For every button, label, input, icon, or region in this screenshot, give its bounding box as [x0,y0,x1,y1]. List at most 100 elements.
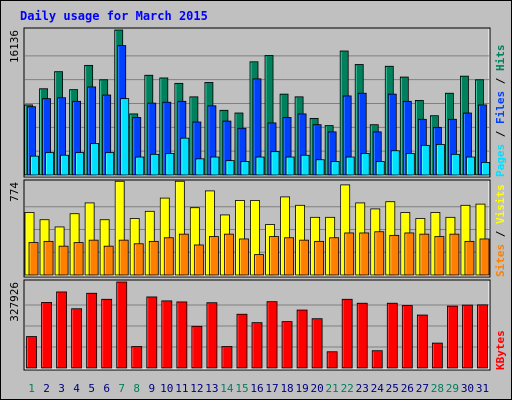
bar-pages-day-1 [30,155,39,176]
bar-kbytes-day-1 [26,336,37,369]
bar-sites-day-14 [224,233,234,276]
day-label-4: 4 [73,382,80,395]
day-label-18: 18 [280,382,293,395]
legend-separator: / [494,124,507,144]
bar-sites-day-10 [163,237,174,276]
bar-kbytes-day-2 [41,302,52,369]
bar-pages-day-2 [45,152,54,176]
bar-sites-day-28 [434,236,445,276]
legend-separator: / [494,71,507,91]
bar-pages-day-16 [255,156,265,176]
y-max-label: 774 [8,182,21,202]
bar-kbytes-day-5 [86,292,98,369]
legend-entry-pages: Pages [494,144,507,177]
bar-pages-day-19 [300,154,310,176]
day-label-17: 17 [265,382,278,395]
bar-kbytes-day-26 [401,305,413,369]
bar-kbytes-day-12 [191,325,203,369]
bar-sites-day-5 [88,239,99,276]
bar-kbytes-day-16 [251,322,263,369]
bar-kbytes-day-10 [161,300,173,369]
bar-pages-day-14 [225,160,235,176]
bar-kbytes-day-19 [296,309,308,369]
day-label-21: 21 [326,382,339,395]
bar-kbytes-day-11 [176,301,188,369]
y-max-label: 16136 [8,30,21,63]
day-label-1: 1 [28,382,35,395]
legend: KBytes [494,330,507,370]
day-label-7: 7 [118,382,125,395]
bar-kbytes-day-29 [447,305,458,369]
bar-pages-day-26 [405,153,415,176]
bar-pages-day-20 [315,159,325,176]
day-label-9: 9 [148,382,155,395]
bar-pages-day-23 [360,153,370,176]
bar-pages-day-27 [420,144,430,176]
bar-sites-day-29 [449,233,460,276]
day-label-23: 23 [356,382,369,395]
bar-kbytes-day-7 [116,281,128,369]
legend-entry-files: Files [494,91,507,124]
bar-pages-day-21 [330,161,340,176]
bar-sites-day-11 [178,233,189,276]
panel-hits-files-pages: 16136 Pages / Files / Hits [8,27,507,178]
bar-sites-day-22 [344,232,355,276]
day-label-3: 3 [58,382,65,395]
day-label-13: 13 [205,382,218,395]
day-label-10: 10 [160,382,173,395]
day-label-26: 26 [401,382,414,395]
day-label-15: 15 [235,382,248,395]
bar-pages-day-11 [180,137,190,176]
day-label-30: 30 [461,382,474,395]
bar-kbytes-day-21 [326,351,338,369]
bar-sites-day-9 [148,240,159,276]
bar-pages-day-18 [285,156,295,176]
bar-sites-day-23 [359,232,370,276]
day-label-22: 22 [341,382,354,395]
chart-title: Daily usage for March 2015 [20,9,208,23]
bar-pages-day-9 [150,153,160,176]
bar-kbytes-day-24 [371,350,383,369]
bar-sites-day-15 [239,238,249,276]
bar-sites-day-6 [103,245,114,276]
bar-pages-day-15 [240,161,250,176]
panel-kbytes: 327926 KBytes [8,279,507,371]
bar-sites-day-25 [389,234,400,276]
bar-sites-day-26 [404,232,415,276]
day-label-29: 29 [446,382,459,395]
bar-sites-day-27 [419,233,430,276]
bar-pages-day-12 [195,158,205,176]
bar-kbytes-day-3 [56,291,67,369]
legend: Sites / Visits [494,184,507,277]
bar-sites-day-20 [314,240,325,276]
x-axis-day-labels: 1 2 3 4 5 6 7 8 9 10 11 12 13 14 15 16 17 18 19 20 21 22 23 24 2… [28,382,489,395]
bar-sites-day-4 [73,242,84,276]
day-label-14: 14 [220,382,234,395]
bar-pages-day-17 [270,151,280,176]
day-label-6: 6 [103,382,110,395]
bar-sites-day-8 [133,243,144,276]
panel-visits-sites: 774 Sites / Visits [8,179,507,278]
day-label-28: 28 [431,382,444,395]
legend: Pages / Files / Hits [494,45,507,178]
day-label-27: 27 [416,382,429,395]
bar-sites-day-7 [118,239,129,276]
day-label-11: 11 [175,382,188,395]
legend-entry-hits: Hits [494,45,507,72]
bar-pages-day-6 [105,152,115,176]
bar-sites-day-16 [254,254,264,276]
bar-kbytes-day-31 [477,304,488,369]
day-label-2: 2 [43,382,50,395]
bar-sites-day-30 [464,240,475,276]
bar-sites-day-31 [479,238,490,276]
bar-kbytes-day-18 [281,321,293,369]
bar-kbytes-day-14 [221,346,233,369]
bar-pages-day-4 [75,152,85,176]
bar-sites-day-18 [284,237,294,276]
bar-pages-day-24 [375,161,385,176]
bar-kbytes-day-27 [416,314,428,369]
legend-entry-visits: Visits [494,184,507,224]
legend-entry-sites: Sites [494,244,507,277]
